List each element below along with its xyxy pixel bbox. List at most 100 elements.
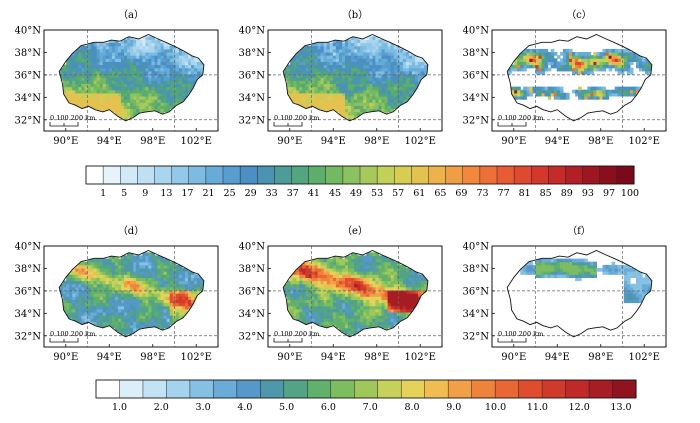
map-panel-a: （a） 32°N 34°N 36°N 38°N 40°N 90°E 94°E 98°E 102°E… xyxy=(15,9,219,147)
map-raster xyxy=(508,48,652,100)
lon-tick-label: 102°E xyxy=(629,352,660,363)
colorbar-tick-label: 81 xyxy=(519,188,531,199)
colorbar-top: 1 5 9 13 17 21 25 29 33 37 41 45 49 53 57 61 65 69 73 77 81 8… xyxy=(85,165,639,199)
lat-tick-label: 40°N xyxy=(463,242,490,253)
colorbar-tick-label: 61 xyxy=(413,188,425,199)
map-frame xyxy=(491,245,667,348)
colorbar-swatch xyxy=(119,379,144,399)
colorbar-tick-label: 45 xyxy=(329,188,341,199)
region-boundary xyxy=(506,250,653,338)
colorbar-swatch xyxy=(616,165,635,185)
map-frame xyxy=(43,29,219,132)
lon-tick-label: 98°E xyxy=(588,352,613,363)
lon-tick-label: 98°E xyxy=(140,352,165,363)
colorbar-tick-label: 33 xyxy=(266,188,278,199)
colorbar-tick-label: 6.0 xyxy=(321,402,336,413)
scale-bar xyxy=(497,338,527,343)
colorbar-tick-label: 73 xyxy=(476,188,488,199)
colorbar-tick-label: 85 xyxy=(540,188,552,199)
colorbar-tick-label: 57 xyxy=(392,188,404,199)
colorbar-tick-label: 13 xyxy=(160,188,172,199)
colorbar-tick-label: 89 xyxy=(561,188,573,199)
lat-tick-label: 34°N xyxy=(15,309,42,320)
colorbar-tick-label: 11.0 xyxy=(527,402,548,413)
colorbar-swatch xyxy=(518,379,543,399)
panel-label: （f） xyxy=(567,225,591,237)
colorbar-swatch xyxy=(496,165,515,185)
lat-tick-label: 32°N xyxy=(239,115,266,126)
scale-bar xyxy=(49,122,79,127)
colorbar-tick-label: 5 xyxy=(121,188,127,199)
colorbar-swatch xyxy=(599,165,618,185)
lon-tick-label: 94°E xyxy=(97,136,122,147)
colorbar-swatch xyxy=(445,165,464,185)
colorbar-swatch xyxy=(447,379,473,399)
colorbar-tick-label: 77 xyxy=(498,188,510,199)
scale-bar-label: 0 100 200 km xyxy=(274,330,319,338)
panel-label: （a） xyxy=(118,9,144,21)
lat-tick-label: 40°N xyxy=(463,26,490,37)
lon-tick-label: 90°E xyxy=(277,136,302,147)
colorbar-swatch xyxy=(548,165,567,185)
colorbar-tick-label: 2.0 xyxy=(154,402,169,413)
lat-tick-label: 32°N xyxy=(15,331,42,342)
colorbar-swatch xyxy=(171,165,190,185)
lon-tick-label: 90°E xyxy=(53,352,78,363)
colorbar-swatch xyxy=(166,379,191,399)
map-raster xyxy=(60,36,204,121)
lon-tick-label: 94°E xyxy=(545,352,570,363)
scale-bar-label: 0 100 200 km xyxy=(274,114,319,122)
lat-tick-label: 32°N xyxy=(463,331,490,342)
colorbar-swatch xyxy=(376,165,395,185)
colorbar-tick-label: 1.0 xyxy=(112,402,127,413)
lat-tick-label: 34°N xyxy=(15,93,42,104)
map-panel-b: （b） 32°N 34°N 36°N 38°N 40°N 90°E 94°E 98°E 102°E… xyxy=(239,9,443,147)
map-panels: （a） 32°N 34°N 36°N 38°N 40°N 90°E 94°E 98°E 102°E… xyxy=(15,9,667,363)
colorbar-tick-label: 9 xyxy=(142,188,148,199)
colorbar-swatch xyxy=(342,165,361,185)
map-raster xyxy=(284,252,428,337)
colorbar-swatch xyxy=(428,165,447,185)
region-boundary xyxy=(282,34,429,122)
lon-tick-label: 94°E xyxy=(545,136,570,147)
lat-tick-label: 36°N xyxy=(15,70,42,81)
colorbar-swatch xyxy=(471,379,496,399)
colorbar-swatch xyxy=(85,165,104,185)
lon-tick-label: 98°E xyxy=(140,136,165,147)
map-raster xyxy=(60,252,204,337)
colorbar-tick-label: 65 xyxy=(434,188,446,199)
lat-tick-label: 34°N xyxy=(463,309,490,320)
lat-tick-label: 32°N xyxy=(15,115,42,126)
lon-tick-label: 98°E xyxy=(364,136,389,147)
colorbar-swatch xyxy=(189,379,214,399)
lat-tick-label: 38°N xyxy=(239,264,266,275)
map-panel-f: （f） 32°N 34°N 36°N 38°N 40°N 90°E 94°E 98°E 102°E… xyxy=(463,225,667,363)
panel-label: （b） xyxy=(342,9,368,21)
lat-tick-label: 38°N xyxy=(15,48,42,59)
colorbar-swatch xyxy=(239,165,258,185)
colorbar-swatch xyxy=(257,165,275,185)
scale-bar-label: 0 100 200 km xyxy=(50,114,95,122)
map-raster xyxy=(520,258,652,304)
lat-tick-label: 34°N xyxy=(463,93,490,104)
colorbar-swatch xyxy=(541,379,567,399)
scale-bar xyxy=(273,122,303,127)
colorbar-swatch xyxy=(325,165,344,185)
colorbar-tick-label: 93 xyxy=(582,188,594,199)
colorbar-swatch xyxy=(236,379,261,399)
colorbar-swatch xyxy=(213,379,238,399)
colorbar-tick-label: 17 xyxy=(181,188,193,199)
lat-tick-label: 34°N xyxy=(239,309,266,320)
scale-bar-label: 0 100 200 km xyxy=(50,330,95,338)
lon-tick-label: 94°E xyxy=(321,352,346,363)
colorbar-tick-label: 10.0 xyxy=(485,402,506,413)
lat-tick-label: 38°N xyxy=(463,264,490,275)
lat-tick-label: 32°N xyxy=(463,115,490,126)
colorbar-swatch xyxy=(494,379,520,399)
scale-bar xyxy=(497,122,527,127)
colorbar-swatch xyxy=(274,165,293,185)
lon-tick-label: 94°E xyxy=(321,136,346,147)
scale-bar-label: 0 100 200 km xyxy=(498,114,543,122)
map-raster xyxy=(284,36,428,121)
